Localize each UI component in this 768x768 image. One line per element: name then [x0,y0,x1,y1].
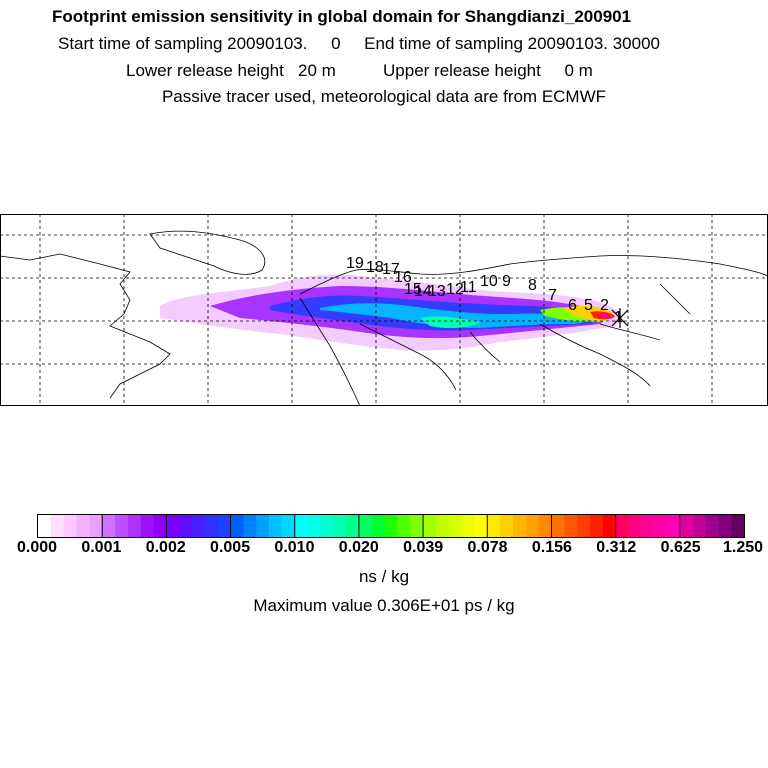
colorbar-tick-label: 0.020 [338,539,379,556]
colorbar [37,514,745,538]
colorbar-swatch [525,515,539,537]
colorbar-tick-label: 1.250 [722,539,764,556]
colorbar-swatch [63,515,77,537]
colorbar-swatch [294,515,308,537]
trajectory-label-6: 6 [568,297,577,314]
colorbar-swatch [281,515,296,537]
colorbar-tick-label: 0.000 [16,539,58,556]
colorbar-swatch [602,515,616,537]
colorbar-swatch [435,515,450,537]
colorbar-swatch [615,515,629,537]
colorbar-swatch [654,515,668,537]
trajectory-label-19: 19 [346,255,364,272]
trajectory-label-18: 18 [366,259,384,276]
colorbar-swatch [692,515,706,537]
colorbar-tick-label: 0.010 [274,539,315,556]
colorbar-swatch [410,515,424,537]
lat-lon-grid [0,214,768,406]
colorbar-swatch [666,515,681,537]
colorbar-swatch [269,515,283,537]
colorbar-tick-label: 0.005 [210,539,251,556]
trajectory-label-17: 17 [382,261,400,278]
colorbar-swatch [397,515,411,537]
colorbar-tick-label: 0.156 [531,539,572,556]
colorbar-swatch [333,515,347,537]
colorbar-swatch [230,515,244,537]
colorbar-swatch [127,515,141,537]
trajectory-label-15: 15 [404,281,422,298]
colorbar-swatch [384,515,398,537]
sampling-time-line: Start time of sampling 20090103. 0 End t… [58,34,660,53]
colorbar-tick-label: 0.039 [403,539,444,556]
colorbar-swatch [243,515,257,537]
colorbar-tick-label: 0.312 [596,539,637,556]
trajectory-label-2: 2 [600,297,609,314]
receptor-marker-icon [611,308,629,328]
trajectory-label-1: 1 [614,309,623,326]
colorbar-swatch [589,515,604,537]
colorbar-swatch [140,515,154,537]
colorbar-swatch [423,515,437,537]
colorbar-tick-label: 0.625 [660,539,701,556]
colorbar-swatch [256,515,270,537]
colorbar-swatch [551,515,565,537]
colorbar-swatch [448,515,462,537]
colorbar-swatch [718,515,732,537]
colorbar-swatch [89,515,103,537]
maximum-value-label: Maximum value 0.306E+01 ps / kg [253,596,515,615]
colorbar-swatch [102,515,116,537]
colorbar-swatch [115,515,129,537]
colorbar-tick-label: 0.001 [81,539,122,556]
tracer-info-line: Passive tracer used, meteorological data… [161,87,607,106]
trajectory-label-12: 12 [446,281,464,298]
colorbar-swatch [76,515,90,537]
colorbar-swatch [461,515,475,537]
colorbar-swatch [50,515,64,537]
trajectory-label-8: 8 [528,277,537,294]
trajectory-label-16: 16 [394,269,412,286]
colorbar-tick-label: 0.078 [467,539,508,556]
colorbar-swatch [641,515,655,537]
colorbar-tick-label: 0.002 [145,539,186,556]
colorbar-swatch [204,515,219,537]
colorbar-swatch [577,515,591,537]
colorbar-swatch [628,515,642,537]
colorbar-swatch [500,515,514,537]
trajectory-label-13: 13 [428,283,446,300]
colorbar-swatch [538,515,552,537]
colorbar-swatch [153,515,167,537]
colorbar-swatch [705,515,719,537]
colorbar-swatch [474,515,488,537]
colorbar-swatch [38,515,52,537]
trajectory-label-5: 5 [584,297,593,314]
colorbar-swatch [679,515,693,537]
colorbar-swatch [358,515,373,537]
trajectory-label-10: 10 [480,273,498,290]
colorbar-swatch [320,515,334,537]
coastlines [0,230,768,406]
colorbar-swatches [38,515,744,537]
colorbar-swatch [564,515,578,537]
colorbar-unit-label: ns / kg [358,567,410,586]
plot-title: Footprint emission sensitivity in global… [52,7,632,26]
trajectory-label-9: 9 [502,273,511,290]
trajectory-label-11: 11 [460,279,477,296]
trajectory-label-7: 7 [548,287,557,304]
footprint-plume [160,274,623,351]
colorbar-swatch [371,515,385,537]
release-height-line: Lower release height 20 m Upper release … [126,61,593,80]
colorbar-swatch [166,515,180,537]
colorbar-swatch [512,515,527,537]
colorbar-swatch [217,515,231,537]
colorbar-swatch [307,515,321,537]
colorbar-swatch [346,515,360,537]
colorbar-swatch [192,515,206,537]
colorbar-swatch [179,515,193,537]
colorbar-swatch [487,515,501,537]
colorbar-swatch [731,515,744,537]
trajectory-label-14: 14 [414,283,432,300]
